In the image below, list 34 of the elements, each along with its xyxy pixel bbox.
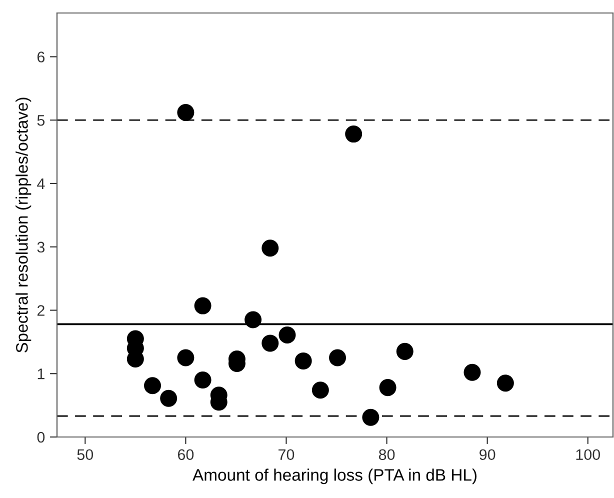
y-tick-label: 2 bbox=[37, 305, 44, 316]
x-axis-title: Amount of hearing loss (PTA in dB HL) bbox=[192, 468, 476, 484]
y-tick-label: 6 bbox=[37, 52, 45, 62]
point bbox=[278, 326, 296, 344]
point bbox=[177, 349, 194, 366]
x-tick-label: 90 bbox=[480, 449, 496, 460]
point bbox=[160, 390, 178, 407]
y-axis-title: Spectral resolution (ripples/octave) bbox=[16, 98, 32, 353]
point bbox=[194, 297, 212, 314]
point bbox=[312, 382, 329, 399]
point bbox=[379, 379, 396, 396]
y-tick-label: 4 bbox=[37, 178, 45, 190]
point bbox=[362, 408, 380, 426]
y-tick-label: 3 bbox=[37, 242, 45, 253]
point bbox=[396, 342, 414, 360]
x-tick-label: 70 bbox=[278, 449, 294, 460]
point bbox=[262, 240, 279, 257]
x-tick-label: 60 bbox=[178, 449, 194, 460]
point bbox=[262, 334, 279, 352]
point bbox=[144, 377, 162, 394]
point bbox=[329, 349, 346, 366]
point bbox=[345, 126, 362, 143]
point bbox=[244, 311, 262, 328]
x-tick-label: 50 bbox=[77, 449, 94, 460]
y-tick-label: 5 bbox=[37, 115, 45, 126]
y-tick-label: 1 bbox=[38, 368, 44, 380]
x-tick-label: 100 bbox=[576, 449, 600, 460]
point bbox=[194, 371, 212, 388]
x-tick-label: 80 bbox=[378, 449, 395, 460]
point bbox=[464, 364, 481, 381]
point bbox=[177, 104, 194, 122]
point bbox=[294, 352, 312, 370]
point bbox=[496, 374, 514, 392]
y-tick-label: 0 bbox=[37, 432, 45, 443]
